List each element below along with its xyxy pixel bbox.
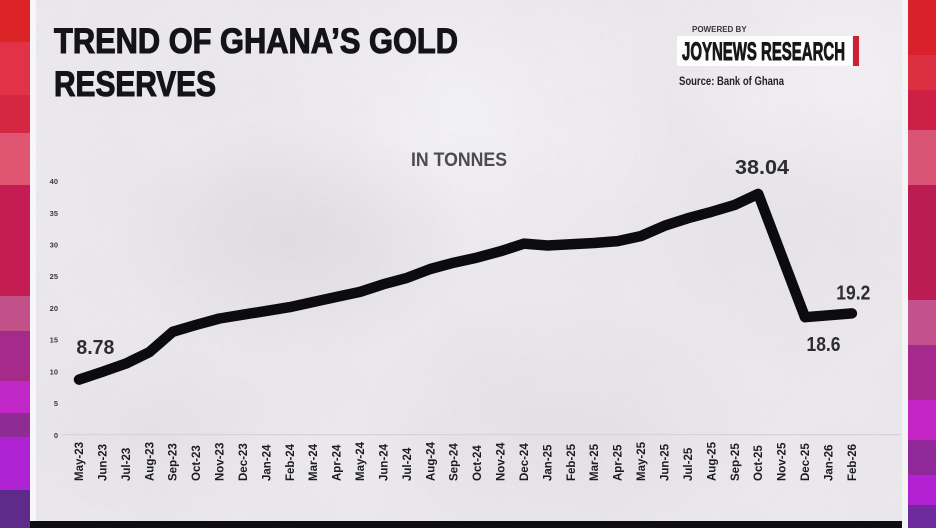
svg-text:Feb-24: Feb-24 (285, 443, 297, 481)
svg-text:IN TONNES: IN TONNES (411, 150, 507, 171)
svg-text:Jan-26: Jan-26 (823, 445, 835, 481)
svg-text:May-25: May-25 (636, 441, 648, 481)
svg-text:Sep-24: Sep-24 (449, 443, 461, 481)
svg-text:May-23: May-23 (74, 442, 86, 481)
svg-text:Jan-24: Jan-24 (261, 444, 273, 481)
svg-text:Aug-25: Aug-25 (706, 441, 718, 481)
svg-text:Jan-25: Jan-25 (542, 444, 554, 481)
svg-text:Mar-24: Mar-24 (308, 443, 320, 481)
svg-text:Mar-25: Mar-25 (589, 443, 601, 481)
svg-text:25: 25 (50, 272, 58, 281)
svg-text:RESERVES: RESERVES (54, 65, 216, 104)
svg-text:Jun-25: Jun-25 (660, 443, 672, 481)
svg-text:5: 5 (54, 399, 58, 408)
svg-text:Jul-24: Jul-24 (402, 447, 414, 481)
svg-text:0: 0 (54, 431, 58, 440)
svg-text:30: 30 (50, 241, 58, 250)
svg-text:Jun-24: Jun-24 (379, 443, 391, 481)
svg-text:Feb-26: Feb-26 (847, 444, 859, 481)
svg-text:35: 35 (50, 209, 58, 218)
svg-text:May-24: May-24 (355, 441, 367, 481)
svg-text:Dec-24: Dec-24 (519, 443, 531, 481)
svg-text:Apr-24: Apr-24 (332, 444, 344, 481)
svg-text:Jul-23: Jul-23 (121, 448, 133, 481)
svg-text:Dec-23: Dec-23 (238, 443, 250, 481)
svg-text:Oct-25: Oct-25 (753, 445, 765, 481)
svg-text:Nov-24: Nov-24 (496, 442, 508, 481)
svg-text:Feb-25: Feb-25 (566, 443, 578, 481)
svg-text:18.6: 18.6 (807, 333, 841, 356)
svg-text:Dec-25: Dec-25 (800, 443, 812, 481)
svg-text:Apr-25: Apr-25 (613, 444, 625, 481)
svg-text:Aug-24: Aug-24 (425, 441, 437, 481)
svg-text:10: 10 (50, 367, 58, 376)
svg-text:19.2: 19.2 (836, 281, 870, 304)
svg-text:Aug-23: Aug-23 (144, 442, 156, 481)
svg-text:40: 40 (50, 177, 58, 186)
svg-text:15: 15 (50, 336, 58, 345)
svg-text:20: 20 (50, 304, 58, 313)
svg-text:Nov-25: Nov-25 (777, 442, 789, 481)
svg-text:Nov-23: Nov-23 (215, 443, 227, 481)
svg-text:Sep-23: Sep-23 (168, 443, 180, 481)
svg-text:Sep-25: Sep-25 (730, 443, 742, 481)
svg-text:8.78: 8.78 (76, 336, 114, 359)
svg-text:JOYNEWS RESEARCH: JOYNEWS RESEARCH (682, 38, 845, 66)
svg-text:Jul-25: Jul-25 (683, 447, 695, 481)
svg-text:Source: Bank of Ghana: Source: Bank of Ghana (679, 76, 784, 88)
svg-text:Oct-23: Oct-23 (191, 445, 203, 481)
svg-text:38.04: 38.04 (735, 156, 790, 179)
svg-text:Oct-24: Oct-24 (472, 445, 484, 481)
svg-text:TREND OF GHANA’S GOLD: TREND OF GHANA’S GOLD (54, 22, 458, 61)
svg-text:Jun-23: Jun-23 (97, 444, 109, 481)
